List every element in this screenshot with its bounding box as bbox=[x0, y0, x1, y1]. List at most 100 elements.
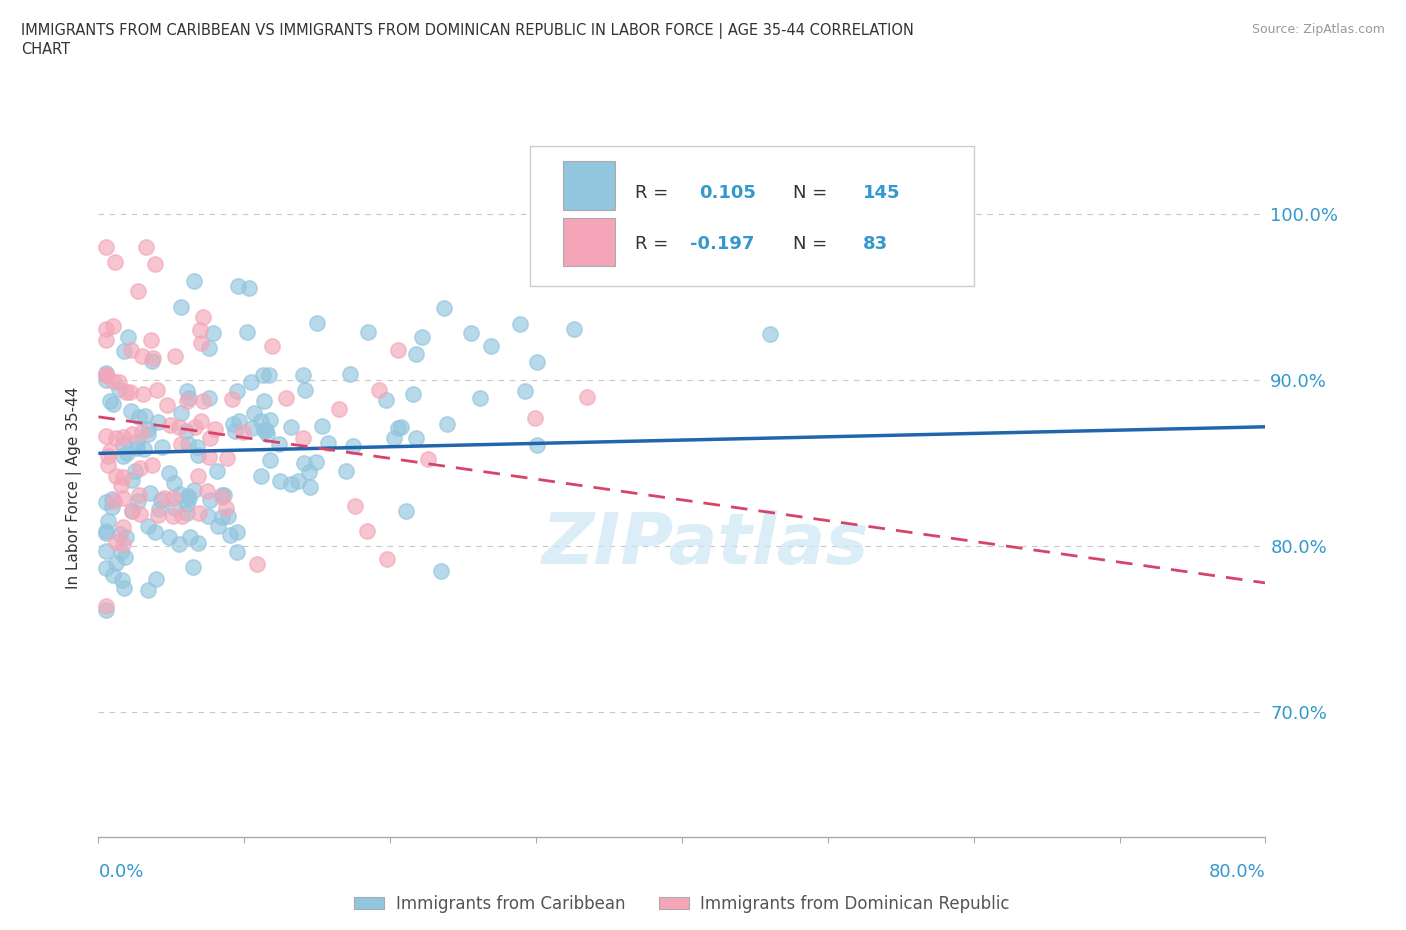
Point bbox=[222, 417, 245, 432]
Point bbox=[204, 421, 226, 436]
Y-axis label: In Labor Force | Age 35-44: In Labor Force | Age 35-44 bbox=[66, 387, 83, 590]
Point bbox=[226, 525, 249, 539]
Point bbox=[342, 438, 364, 453]
Point bbox=[165, 501, 187, 516]
Point bbox=[94, 561, 117, 576]
Point bbox=[150, 440, 173, 455]
Point bbox=[112, 580, 135, 595]
Point bbox=[112, 537, 135, 551]
Point bbox=[104, 254, 127, 269]
Point bbox=[117, 329, 139, 344]
Point bbox=[311, 418, 333, 433]
Point bbox=[129, 507, 152, 522]
Point bbox=[280, 419, 302, 434]
Point bbox=[253, 422, 276, 437]
Point bbox=[298, 464, 321, 479]
Point bbox=[134, 408, 156, 423]
Point bbox=[100, 444, 122, 458]
Point bbox=[114, 550, 136, 565]
Point bbox=[94, 524, 117, 538]
Text: IMMIGRANTS FROM CARIBBEAN VS IMMIGRANTS FROM DOMINICAN REPUBLIC IN LABOR FORCE |: IMMIGRANTS FROM CARIBBEAN VS IMMIGRANTS … bbox=[21, 23, 914, 39]
Point bbox=[217, 509, 239, 524]
Point bbox=[562, 321, 585, 336]
Point bbox=[356, 524, 378, 538]
Text: 0.0%: 0.0% bbox=[98, 863, 143, 882]
Point bbox=[127, 493, 149, 508]
Point bbox=[94, 428, 117, 443]
Text: Source: ZipAtlas.com: Source: ZipAtlas.com bbox=[1251, 23, 1385, 36]
Point bbox=[94, 240, 117, 255]
Point bbox=[183, 274, 205, 289]
Point bbox=[170, 437, 193, 452]
Text: N =: N = bbox=[793, 235, 832, 254]
Point bbox=[141, 333, 163, 348]
Point bbox=[193, 309, 215, 324]
Point bbox=[198, 449, 221, 464]
Point bbox=[240, 374, 263, 389]
Point bbox=[235, 325, 257, 339]
Point bbox=[170, 405, 193, 420]
Point bbox=[94, 333, 117, 348]
Point bbox=[294, 382, 316, 397]
Text: 80.0%: 80.0% bbox=[1209, 863, 1265, 882]
Point bbox=[197, 391, 219, 405]
Point bbox=[127, 284, 149, 299]
Point bbox=[260, 339, 283, 353]
Point bbox=[105, 535, 128, 550]
Point bbox=[157, 529, 180, 544]
Point bbox=[280, 476, 302, 491]
Point bbox=[375, 392, 398, 407]
Point bbox=[240, 421, 263, 436]
Point bbox=[120, 404, 142, 418]
Point bbox=[433, 301, 456, 316]
Point bbox=[108, 526, 131, 541]
Point bbox=[187, 447, 209, 462]
Point bbox=[176, 393, 198, 408]
Point bbox=[389, 419, 412, 434]
Point bbox=[215, 500, 238, 515]
Point bbox=[107, 382, 129, 397]
Point bbox=[256, 426, 278, 441]
Text: R =: R = bbox=[636, 235, 675, 254]
Point bbox=[159, 418, 181, 432]
Point bbox=[217, 451, 239, 466]
Point bbox=[305, 455, 328, 470]
Point bbox=[94, 525, 117, 540]
Point bbox=[411, 329, 433, 344]
Point bbox=[169, 486, 191, 501]
Text: ZIPatlas: ZIPatlas bbox=[541, 510, 869, 578]
Point bbox=[176, 506, 198, 521]
FancyBboxPatch shape bbox=[530, 147, 973, 286]
Point bbox=[121, 427, 143, 442]
Point bbox=[121, 504, 143, 519]
Point bbox=[101, 492, 124, 507]
Point bbox=[250, 414, 273, 429]
Point bbox=[368, 382, 391, 397]
Point bbox=[249, 469, 271, 484]
Point bbox=[183, 483, 205, 498]
Point bbox=[131, 424, 153, 439]
Point bbox=[112, 343, 135, 358]
Point bbox=[153, 490, 176, 505]
Point bbox=[219, 528, 242, 543]
Point bbox=[436, 417, 458, 432]
Point bbox=[120, 342, 142, 357]
Point bbox=[100, 499, 122, 514]
Point bbox=[226, 279, 249, 294]
Point bbox=[103, 493, 125, 508]
Point bbox=[105, 555, 128, 570]
Point bbox=[94, 598, 117, 613]
Point bbox=[128, 410, 150, 425]
Point bbox=[104, 469, 127, 484]
Point bbox=[108, 375, 131, 390]
Point bbox=[269, 473, 291, 488]
Point bbox=[121, 504, 143, 519]
Point bbox=[298, 479, 321, 494]
Point bbox=[145, 571, 167, 586]
Point bbox=[94, 321, 117, 336]
Point bbox=[135, 240, 157, 255]
Point bbox=[94, 365, 117, 380]
Point bbox=[163, 349, 186, 364]
Point bbox=[112, 470, 135, 485]
Point bbox=[186, 440, 208, 455]
